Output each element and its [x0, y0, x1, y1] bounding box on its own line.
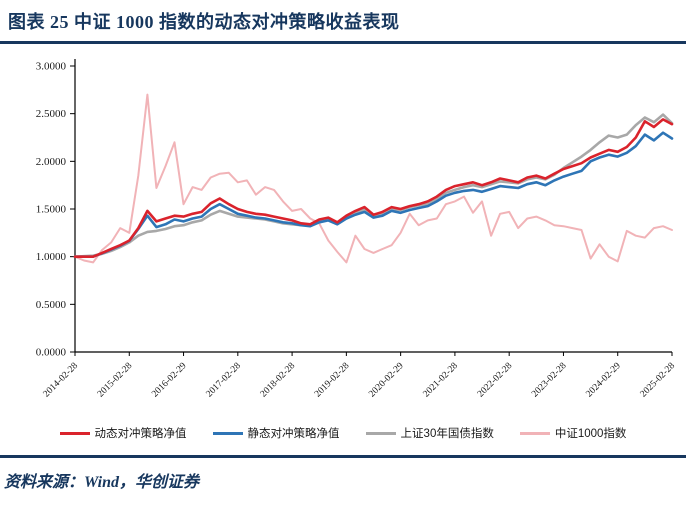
x-axis-tick-label: 2023-02-28 — [530, 361, 569, 400]
y-axis-tick-label: 0.5000 — [36, 299, 67, 311]
y-axis-tick-label: 2.0000 — [36, 156, 67, 168]
y-axis-tick-label: 1.5000 — [36, 204, 67, 216]
legend-label: 静态对冲策略净值 — [247, 428, 340, 440]
y-axis-tick-label: 1.0000 — [36, 251, 67, 263]
legend-swatch — [519, 431, 550, 435]
x-axis-tick-label: 2015-02-28 — [96, 361, 135, 400]
x-axis-tick-label: 2014-02-28 — [42, 361, 81, 400]
chart-legend: 动态对冲策略净值 静态对冲策略净值 上证30年国债指数 中证1000指数 — [0, 424, 686, 442]
legend-item: 上证30年国债指数 — [365, 425, 494, 441]
x-axis-tick-label: 2021-02-28 — [422, 361, 461, 400]
legend-swatch — [212, 431, 243, 435]
x-axis-tick-label: 2024-02-29 — [584, 361, 623, 400]
report-figure-page: { "header": { "title": "图表 25 中证 1000 指数… — [0, 8, 686, 518]
x-axis-tick-label: 2018-02-28 — [259, 361, 298, 400]
series-line — [74, 93, 673, 264]
y-axis-tick-label: 3.0000 — [36, 61, 67, 73]
legend-swatch — [59, 431, 90, 435]
footer-rule-divider — [0, 455, 686, 458]
strategy-performance-line-chart: 0.0000 0.5000 1.0000 1.5000 2.0000 2.5000 3.00… — [36, 59, 678, 400]
y-axis-tick-label: 2.5000 — [36, 108, 67, 120]
legend-label: 动态对冲策略净值 — [94, 428, 187, 440]
legend-item: 中证1000指数 — [519, 425, 627, 441]
x-axis-tick-label: 2020-02-29 — [367, 361, 406, 400]
legend-item: 静态对冲策略净值 — [212, 425, 340, 441]
legend-label: 上证30年国债指数 — [400, 428, 494, 440]
data-source-note: 资料来源：Wind，华创证券 — [4, 474, 199, 491]
x-axis-tick-label: 2022-02-28 — [476, 361, 515, 400]
legend-label: 中证1000指数 — [554, 428, 627, 440]
x-axis-tick-label: 2016-02-29 — [150, 361, 189, 400]
title-rule-divider — [0, 41, 686, 44]
figure-title: 图表 25 中证 1000 指数的动态对冲策略收益表现 — [8, 12, 400, 32]
x-axis-tick-label: 2017-02-28 — [205, 361, 244, 400]
y-axis-tick-label: 0.0000 — [36, 347, 67, 359]
legend-swatch — [365, 431, 396, 435]
x-axis-tick-label: 2025-02-28 — [639, 361, 678, 400]
series-line — [73, 118, 674, 258]
legend-item: 动态对冲策略净值 — [59, 425, 187, 441]
x-axis-tick-label: 2019-02-28 — [313, 361, 352, 400]
series-line — [73, 131, 674, 258]
